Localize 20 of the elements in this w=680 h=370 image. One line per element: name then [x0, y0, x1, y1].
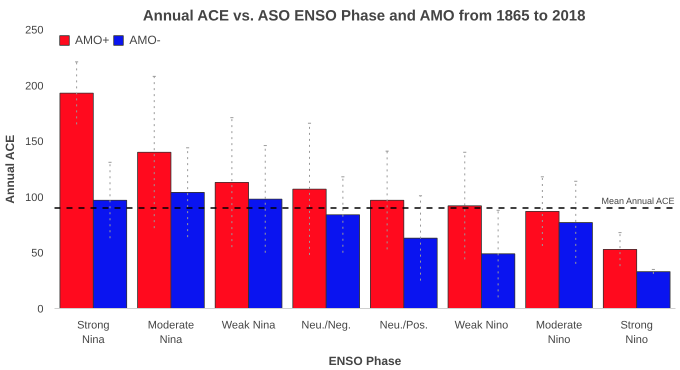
ref-line-label: Mean Annual ACE — [601, 196, 675, 206]
x-axis-title: ENSO Phase — [328, 354, 402, 368]
x-tick-label: Neu./Neg. — [301, 320, 351, 332]
x-tick-label: Weak Nino — [454, 320, 508, 332]
x-tick-label: Strong Nina — [77, 320, 110, 346]
y-tick-label: 100 — [25, 192, 44, 204]
chart-title: Annual ACE vs. ASO ENSO Phase and AMO from 1865 to 2018 — [142, 8, 586, 24]
y-tick-label: 0 — [37, 304, 44, 316]
x-tick-label: Neu./Pos. — [380, 320, 428, 332]
x-tick-label: Strong Nino — [620, 320, 653, 346]
x-tick-label: Moderate Nina — [148, 320, 194, 346]
y-tick-label: 200 — [25, 80, 44, 92]
y-tick-label: 50 — [31, 248, 44, 260]
y-tick-label: 150 — [25, 136, 44, 148]
legend-label: AMO+ — [75, 33, 110, 47]
y-tick-label: 250 — [25, 24, 44, 36]
x-tick-label: Weak Nina — [222, 320, 276, 332]
x-tick-label: Moderate Nino — [536, 320, 582, 346]
legend-label: AMO- — [129, 33, 161, 47]
y-axis-title: Annual ACE — [3, 134, 18, 204]
